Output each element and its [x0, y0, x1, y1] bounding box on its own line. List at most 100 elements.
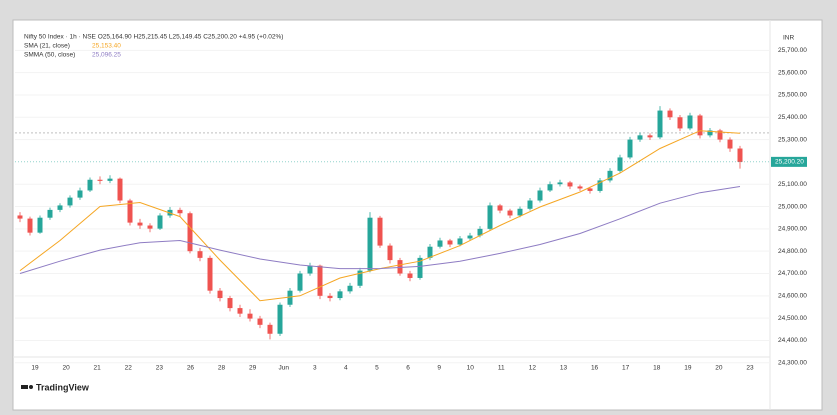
candle-body: [417, 257, 423, 278]
candle: [107, 175, 113, 184]
candle-body: [557, 182, 563, 185]
candle-body: [37, 217, 43, 233]
y-tick-label: 24,800.00: [778, 248, 807, 255]
y-tick-label: 25,300.00: [778, 136, 807, 143]
x-tick-label: 23: [156, 365, 164, 372]
candle: [277, 302, 283, 336]
candle-body: [687, 115, 693, 129]
candle: [117, 177, 123, 204]
candle-body: [377, 217, 383, 246]
candle: [157, 213, 163, 230]
candle-body: [217, 290, 223, 299]
candle: [267, 322, 273, 340]
candle-body: [367, 217, 373, 271]
candle-body: [577, 186, 583, 189]
candle-body: [737, 148, 743, 162]
y-tick-label: 25,000.00: [778, 203, 807, 210]
x-tick-label: 20: [715, 365, 723, 372]
candle: [607, 168, 613, 183]
candle-body: [717, 130, 723, 140]
y-tick-label: 25,400.00: [778, 114, 807, 121]
candle: [547, 181, 553, 193]
legend-value: 25,153.40: [92, 43, 121, 50]
candle: [537, 187, 543, 203]
candle: [677, 115, 683, 132]
legend-name: SMA (21, close): [24, 43, 70, 50]
candle: [707, 127, 713, 138]
candle: [587, 186, 593, 194]
candle-body: [477, 228, 483, 236]
candle-body: [127, 200, 133, 223]
candle: [447, 238, 453, 248]
candle: [137, 218, 143, 229]
candle-body: [297, 273, 303, 291]
candle-body: [537, 190, 543, 201]
candle: [457, 236, 463, 247]
legend-value: 25,096.25: [92, 52, 121, 59]
candle-body: [387, 245, 393, 261]
candle: [617, 154, 623, 173]
candle: [727, 137, 733, 152]
x-tick-label: 22: [125, 365, 133, 372]
candle-body: [307, 265, 313, 274]
candle: [657, 106, 663, 140]
candle-body: [187, 213, 193, 252]
candle-body: [227, 298, 233, 309]
candle: [47, 207, 53, 220]
candle-body: [497, 205, 503, 211]
candle-body: [657, 110, 663, 138]
candle-body: [517, 208, 523, 216]
candle-body: [107, 178, 113, 181]
indicator-line: [19, 186, 741, 274]
candle-body: [447, 240, 453, 245]
candle-body: [207, 257, 213, 291]
candle-body: [317, 265, 323, 296]
candle-body: [67, 197, 73, 206]
chart-panel: [12, 19, 823, 411]
candle-body: [527, 200, 533, 209]
y-tick-label: 24,300.00: [778, 359, 807, 366]
candle: [317, 264, 323, 300]
candle-body: [647, 135, 653, 138]
candle: [37, 215, 43, 234]
candle-body: [357, 270, 363, 286]
y-tick-label: 24,600.00: [778, 293, 807, 300]
candle: [17, 212, 23, 223]
candle: [207, 255, 213, 294]
candle: [407, 270, 413, 282]
candle: [697, 113, 703, 139]
candle: [327, 293, 333, 302]
candle-body: [667, 110, 673, 118]
candle-body: [237, 308, 243, 314]
candle: [627, 136, 633, 160]
x-tick-label: 18: [653, 365, 661, 372]
candle: [387, 243, 393, 264]
candle: [507, 208, 513, 219]
candle: [97, 176, 103, 185]
logo: TradingView: [21, 382, 90, 392]
candle: [247, 309, 253, 322]
candle-body: [347, 285, 353, 292]
x-tick-label: 12: [529, 365, 537, 372]
candle-body: [327, 295, 333, 299]
candle: [527, 198, 533, 211]
x-tick-label: 4: [344, 365, 348, 372]
candle-body: [137, 222, 143, 226]
candle: [517, 206, 523, 218]
candle-body: [77, 190, 83, 198]
x-tick-label: 17: [622, 365, 630, 372]
candle: [77, 187, 83, 200]
x-tick-label: 3: [313, 365, 317, 372]
candle-body: [437, 240, 443, 247]
currency: INR: [783, 35, 795, 42]
candle: [197, 247, 203, 262]
x-tick-label: 19: [684, 365, 692, 372]
candle-body: [567, 182, 573, 187]
candle: [567, 180, 573, 190]
candle-body: [407, 273, 413, 278]
candle: [717, 128, 723, 143]
last-price-label: 25,200.20: [775, 159, 804, 166]
candle: [237, 304, 243, 318]
candle-body: [277, 304, 283, 334]
